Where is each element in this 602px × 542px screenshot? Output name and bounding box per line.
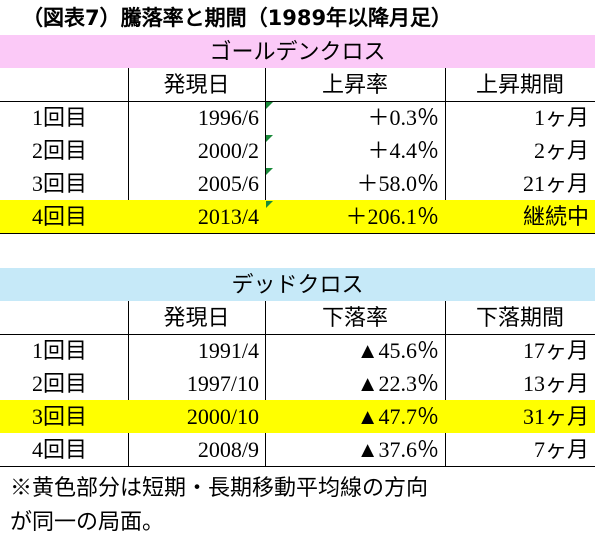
- row-label: 2回目: [32, 138, 88, 163]
- cell: ▲22.3％: [356, 371, 439, 396]
- cell: 継続中: [522, 204, 589, 229]
- cell: ▲37.6％: [356, 437, 439, 462]
- column-header: 上昇率: [321, 72, 388, 97]
- column-divider: [445, 301, 446, 466]
- cell: ＋58.0％: [356, 171, 439, 196]
- column-divider: [128, 301, 129, 466]
- caption: デッドクロス: [231, 272, 364, 297]
- row-label: 2回目: [32, 371, 88, 396]
- cell: 2000/2: [197, 138, 259, 163]
- column-header: 下落率: [321, 305, 388, 330]
- row-highlight: [0, 400, 595, 433]
- column-divider: [445, 68, 446, 233]
- caption-band: [0, 268, 595, 301]
- column-header: 発現日: [163, 305, 230, 330]
- row-label: 3回目: [32, 404, 88, 429]
- column-divider: [265, 68, 266, 233]
- column-divider: [265, 301, 266, 466]
- cell: 7ヶ月: [533, 437, 589, 462]
- caption-band: [0, 35, 595, 68]
- row-label: 4回目: [32, 437, 88, 462]
- comment-marker: [266, 135, 273, 142]
- cell: 2000/10: [186, 404, 259, 429]
- cell: 1ヶ月: [533, 105, 589, 130]
- row-label: 1回目: [32, 338, 88, 363]
- bottom-rule: [0, 233, 595, 234]
- title: （図表7）騰落率と期間（1989年以降月足）: [22, 6, 453, 30]
- cell: 13ヶ月: [522, 371, 589, 396]
- cell: 2013/4: [197, 204, 259, 229]
- cell: ＋206.1％: [345, 204, 439, 229]
- column-header: 発現日: [163, 72, 230, 97]
- caption: ゴールデンクロス: [209, 39, 386, 64]
- note: ※黄色部分は短期・長期移動平均線の方向: [10, 475, 429, 500]
- column-divider: [128, 68, 129, 233]
- comment-marker: [266, 102, 273, 109]
- cell: 1997/10: [186, 371, 259, 396]
- cell: 31ヶ月: [522, 404, 589, 429]
- row-label: 1回目: [32, 105, 88, 130]
- bottom-rule: [0, 466, 595, 467]
- header-rule: [0, 101, 595, 102]
- cell: 1991/4: [197, 338, 259, 363]
- column-header: 下落期間: [475, 305, 564, 330]
- row-highlight: [0, 200, 595, 233]
- cell: 2008/9: [197, 437, 259, 462]
- cell: ＋0.3％: [367, 105, 439, 130]
- cell: 2ヶ月: [533, 138, 589, 163]
- cell: 1996/6: [197, 105, 259, 130]
- cell: 2005/6: [197, 171, 259, 196]
- column-header: 上昇期間: [475, 72, 564, 97]
- row-label: 3回目: [32, 171, 88, 196]
- note: が同一の局面。: [10, 509, 165, 534]
- cell: ▲47.7％: [356, 404, 439, 429]
- row-label: 4回目: [32, 204, 88, 229]
- cell: ＋4.4％: [367, 138, 439, 163]
- comment-marker: [266, 201, 273, 208]
- cell: ▲45.6％: [356, 338, 439, 363]
- header-rule: [0, 334, 595, 335]
- cell: 17ヶ月: [522, 338, 589, 363]
- comment-marker: [266, 168, 273, 175]
- cell: 21ヶ月: [522, 171, 589, 196]
